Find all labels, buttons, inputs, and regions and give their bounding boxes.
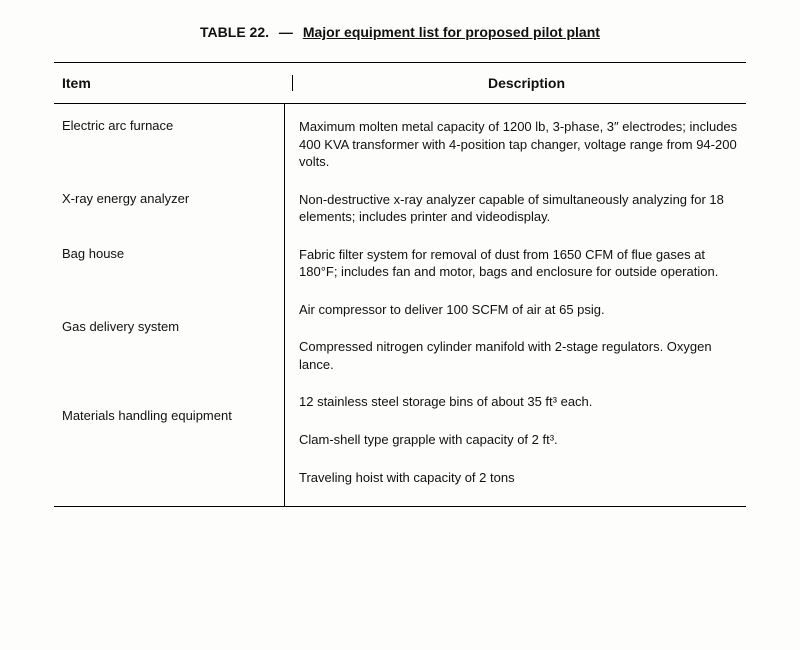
description-text: Non-destructive x-ray analyzer capable o… <box>299 191 742 226</box>
description-column: Maximum molten metal capacity of 1200 lb… <box>299 104 746 506</box>
table-body: Electric arc furnace X-ray energy analyz… <box>54 104 746 506</box>
item-label: Gas delivery system <box>62 319 276 334</box>
header-item: Item <box>62 75 292 91</box>
header-description: Description <box>307 75 746 91</box>
description-text: Fabric filter system for removal of dust… <box>299 246 742 281</box>
description-text: Compressed nitrogen cylinder manifold wi… <box>299 338 742 373</box>
caption-dash: — <box>279 24 293 40</box>
item-column: Electric arc furnace X-ray energy analyz… <box>54 104 284 506</box>
table-page: TABLE 22. — Major equipment list for pro… <box>0 0 800 531</box>
bottom-rule <box>54 506 746 507</box>
item-label: X-ray energy analyzer <box>62 191 276 206</box>
description-text: 12 stainless steel storage bins of about… <box>299 393 742 411</box>
header-divider <box>292 75 293 91</box>
item-label: Electric arc furnace <box>62 118 276 133</box>
body-divider <box>284 104 285 506</box>
table-number: TABLE 22. <box>200 24 269 40</box>
description-text: Clam-shell type grapple with capacity of… <box>299 431 742 449</box>
table-header-row: Item Description <box>54 63 746 103</box>
description-text: Air compressor to deliver 100 SCFM of ai… <box>299 301 742 319</box>
table-caption: TABLE 22. — Major equipment list for pro… <box>54 24 746 40</box>
table-title: Major equipment list for proposed pilot … <box>303 24 600 40</box>
description-text: Maximum molten metal capacity of 1200 lb… <box>299 118 742 171</box>
item-label: Materials handling equipment <box>62 408 276 423</box>
item-label: Bag house <box>62 246 276 261</box>
description-text: Traveling hoist with capacity of 2 tons <box>299 469 742 487</box>
